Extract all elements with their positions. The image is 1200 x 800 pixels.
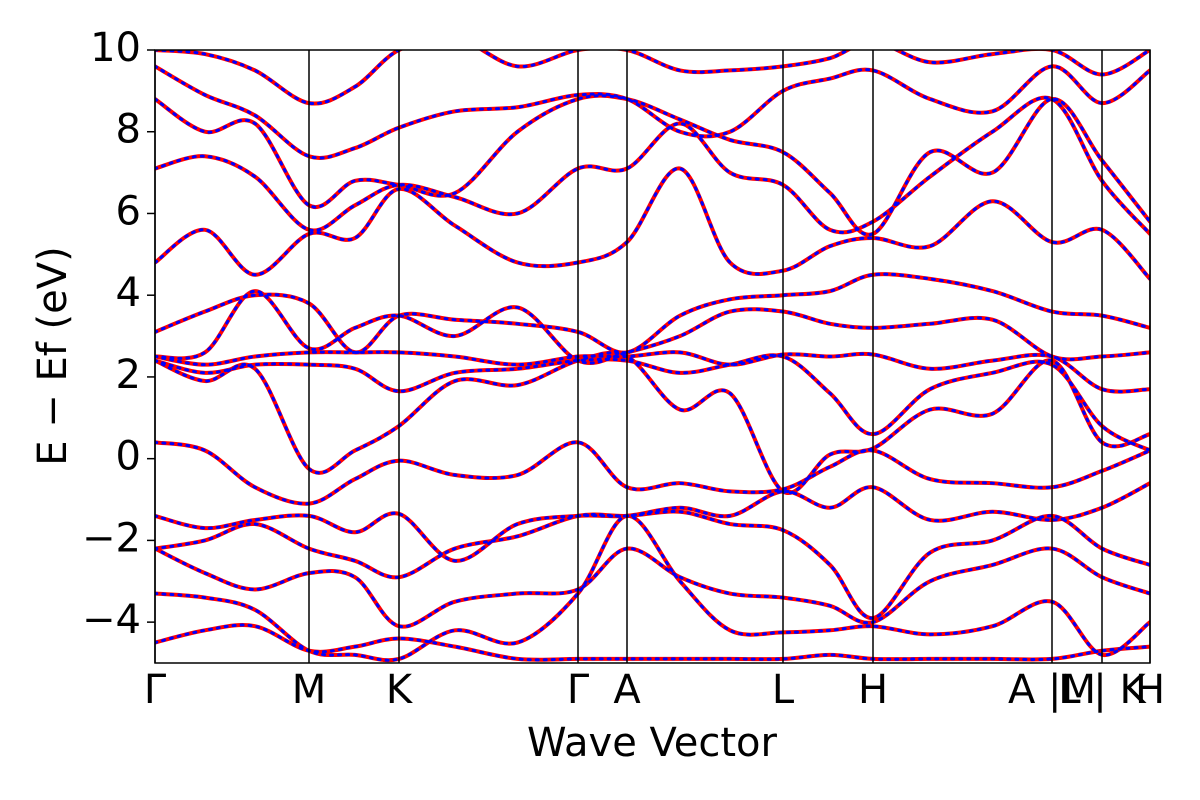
band-line <box>155 50 1150 106</box>
band-line <box>155 272 1150 355</box>
band-line <box>155 481 1150 563</box>
x-tick-label: Γ <box>144 667 167 713</box>
x-tick-label: H <box>1135 667 1165 713</box>
band-line <box>155 166 1150 281</box>
y-tick-label: 4 <box>116 270 141 316</box>
x-tick-label: A <box>613 667 641 713</box>
band-line <box>155 440 1150 506</box>
band-line <box>155 350 1150 495</box>
band-line <box>155 623 1150 662</box>
band-line <box>155 64 1150 160</box>
band-line <box>155 510 1150 620</box>
x-axis-label: Wave Vector <box>527 720 778 766</box>
x-tick-label: A |M <box>1008 667 1096 713</box>
band-line <box>155 351 1150 495</box>
band-line <box>155 96 1150 236</box>
band-line <box>155 514 1150 662</box>
x-tick-label: Γ <box>567 667 590 713</box>
y-tick-label: 10 <box>90 25 141 71</box>
bands <box>155 50 1150 663</box>
band-line <box>155 509 1150 621</box>
x-tick-label: L | K <box>1058 667 1147 713</box>
band-line <box>155 94 1150 237</box>
band-line <box>155 167 1150 281</box>
x-tick-label: M <box>292 667 327 713</box>
x-tick-label: L <box>772 667 795 713</box>
y-tick-label: −2 <box>82 515 141 561</box>
band-line <box>155 272 1150 355</box>
x-tick-label: H <box>858 667 888 713</box>
y-axis-label: E − Ef (eV) <box>30 246 76 465</box>
band-line <box>155 353 1150 452</box>
y-tick-label: 0 <box>116 434 141 480</box>
band-line <box>155 481 1150 563</box>
band-line <box>155 350 1150 394</box>
plot-frame <box>154 49 1151 664</box>
band-line <box>155 623 1150 662</box>
y-tick-label: −4 <box>82 597 141 643</box>
y-tick-label: 8 <box>116 107 141 153</box>
band-line <box>155 546 1150 629</box>
y-tick-label: 2 <box>116 352 141 398</box>
x-tick-label: K <box>386 667 414 713</box>
band-line <box>155 440 1150 506</box>
band-line <box>155 50 1150 106</box>
y-tick-label: 6 <box>116 188 141 234</box>
